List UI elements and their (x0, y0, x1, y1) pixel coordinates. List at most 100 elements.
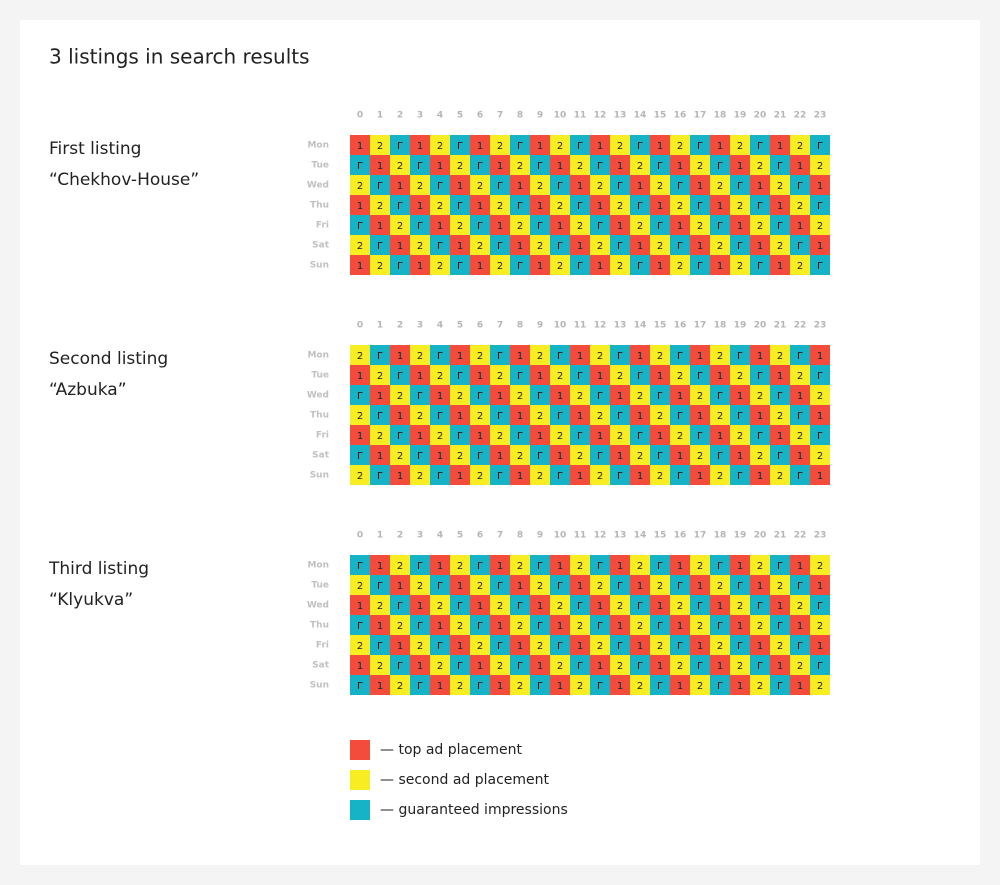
slot-label: Г (477, 451, 483, 462)
slot-cell (490, 155, 510, 175)
slot-cell (810, 215, 830, 235)
slot-label: 2 (677, 201, 683, 212)
slot-cell (730, 635, 750, 655)
slot-label: Г (517, 601, 523, 612)
slot-label: 1 (637, 471, 643, 482)
slot-label: 1 (617, 621, 623, 632)
slot-label: 1 (617, 161, 623, 172)
slot-label: 2 (597, 581, 603, 592)
slot-cell (530, 655, 550, 675)
slot-cell (550, 425, 570, 445)
slot-cell (750, 555, 770, 575)
slot-cell (610, 175, 630, 195)
slot-label: 2 (677, 371, 683, 382)
hour-label: 23 (814, 531, 827, 541)
slot-cell (370, 405, 390, 425)
slot-label: 1 (557, 221, 563, 232)
slot-label: 1 (397, 471, 403, 482)
slot-label: Г (597, 621, 603, 632)
slot-label: 2 (717, 241, 723, 252)
slot-cell (710, 655, 730, 675)
slot-cell (730, 445, 750, 465)
slot-label: 1 (457, 351, 463, 362)
slot-label: Г (817, 661, 823, 672)
slot-cell (670, 135, 690, 155)
slot-label: Г (697, 141, 703, 152)
slot-cell (770, 635, 790, 655)
slot-cell (650, 345, 670, 365)
slot-cell (570, 615, 590, 635)
slot-label: Г (377, 241, 383, 252)
slot-label: 1 (477, 371, 483, 382)
slot-cell (490, 255, 510, 275)
slot-label: 2 (457, 681, 463, 692)
slot-label: 1 (557, 391, 563, 402)
slot-label: 2 (457, 561, 463, 572)
slot-cell (390, 365, 410, 385)
day-label: Sun (310, 681, 329, 691)
slot-label: Г (417, 161, 423, 172)
hour-label: 0 (357, 321, 363, 331)
hour-label: 19 (734, 321, 747, 331)
slot-label: 1 (557, 681, 563, 692)
slot-cell (470, 195, 490, 215)
slot-label: 2 (697, 391, 703, 402)
slot-label: 2 (817, 621, 823, 632)
slot-label: 2 (757, 161, 763, 172)
slot-cell (650, 595, 670, 615)
day-label: Mon (307, 141, 329, 151)
slot-label: 1 (577, 581, 583, 592)
slot-cell (450, 175, 470, 195)
slot-label: 1 (717, 431, 723, 442)
slot-label: 2 (657, 181, 663, 192)
slot-label: Г (417, 451, 423, 462)
slot-label: 1 (477, 141, 483, 152)
slot-cell (710, 255, 730, 275)
slot-label: 1 (477, 661, 483, 672)
hour-label: 0 (357, 531, 363, 541)
slot-label: 1 (797, 561, 803, 572)
slot-cell (690, 195, 710, 215)
slot-cell (810, 655, 830, 675)
slot-cell (350, 135, 370, 155)
slot-cell (670, 195, 690, 215)
slot-label: Г (377, 411, 383, 422)
slot-label: Г (437, 471, 443, 482)
day-label: Fri (316, 221, 329, 231)
slot-label: 2 (457, 621, 463, 632)
day-label: Thu (310, 411, 329, 421)
slot-label: Г (397, 201, 403, 212)
slot-label: 1 (637, 641, 643, 652)
slot-cell (470, 675, 490, 695)
slot-label: 1 (397, 181, 403, 192)
slot-label: 1 (637, 411, 643, 422)
slot-cell (790, 195, 810, 215)
slot-cell (630, 635, 650, 655)
slot-label: 1 (677, 561, 683, 572)
slot-label: Г (497, 411, 503, 422)
slot-label: 2 (817, 221, 823, 232)
slot-cell (430, 575, 450, 595)
slot-label: 1 (717, 141, 723, 152)
slot-label: Г (417, 681, 423, 692)
slot-label: Г (377, 181, 383, 192)
hour-label: 12 (594, 531, 607, 541)
slot-cell (810, 575, 830, 595)
slot-cell (710, 215, 730, 235)
slot-cell (750, 655, 770, 675)
slot-cell (350, 445, 370, 465)
day-label: Wed (307, 181, 329, 191)
slot-cell (590, 595, 610, 615)
hour-label: 11 (574, 321, 587, 331)
hour-label: 15 (654, 321, 667, 331)
slot-label: Г (597, 561, 603, 572)
slot-label: Г (457, 201, 463, 212)
slot-label: Г (477, 681, 483, 692)
slot-label: 2 (357, 471, 363, 482)
slot-cell (510, 135, 530, 155)
slot-cell (410, 135, 430, 155)
slot-label: 2 (617, 601, 623, 612)
slot-label: Г (637, 601, 643, 612)
listing-name: Third listing (48, 559, 149, 579)
slot-cell (610, 675, 630, 695)
